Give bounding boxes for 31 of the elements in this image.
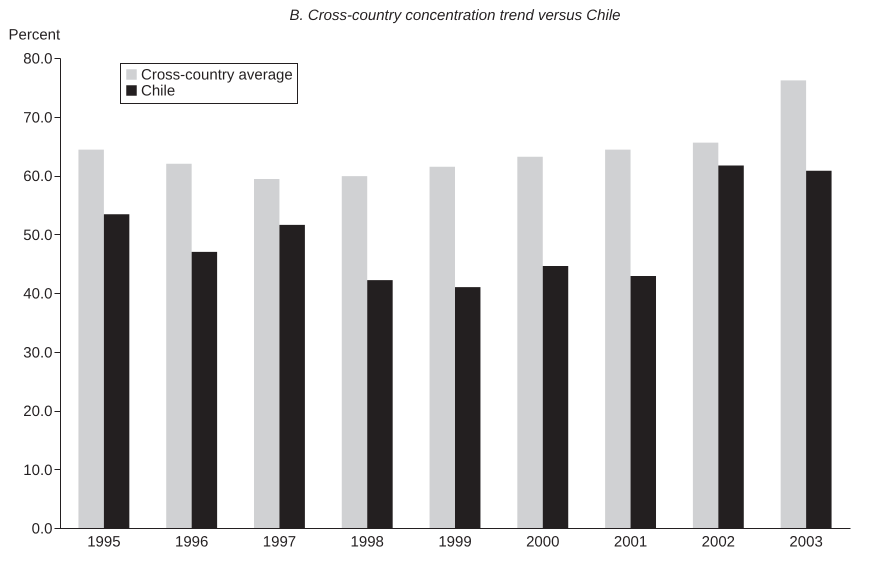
legend-label: Chile: [141, 82, 176, 100]
y-tick-label: 0.0: [32, 520, 52, 538]
y-tick-label: 80.0: [23, 50, 52, 68]
y-tick-label: 70.0: [23, 109, 52, 126]
x-tick-label: 2000: [526, 534, 560, 550]
bar: [78, 150, 104, 528]
bar: [780, 80, 806, 528]
chart-title: B. Cross-country concentration trend versus Chile: [290, 7, 620, 24]
bar: [692, 142, 718, 528]
y-tick-label: 50.0: [23, 226, 52, 244]
y-tick-label: 60.0: [23, 168, 52, 185]
bar: [430, 166, 455, 528]
bar: [342, 176, 368, 528]
x-tick-label: 1999: [438, 534, 472, 550]
legend-label: Cross-country average: [141, 66, 293, 84]
y-tick-label: 10.0: [23, 462, 52, 479]
y-tick-label: 20.0: [23, 403, 52, 420]
y-tick-label: 30.0: [23, 344, 52, 362]
x-tick-label: 2001: [614, 534, 648, 550]
x-tick-label: 1996: [174, 534, 208, 550]
bar: [517, 156, 543, 528]
x-tick-label: 1998: [350, 534, 384, 550]
bar: [605, 150, 631, 528]
y-axis-title: Percent: [8, 26, 62, 44]
x-tick-label: 2003: [789, 534, 823, 550]
x-tick-label: 2002: [702, 534, 736, 550]
bar: [254, 179, 280, 528]
x-tick-label: 1995: [87, 534, 121, 550]
bar: [166, 164, 192, 528]
y-tick-label: 40.0: [23, 286, 52, 302]
x-tick-label: 1997: [262, 534, 296, 550]
